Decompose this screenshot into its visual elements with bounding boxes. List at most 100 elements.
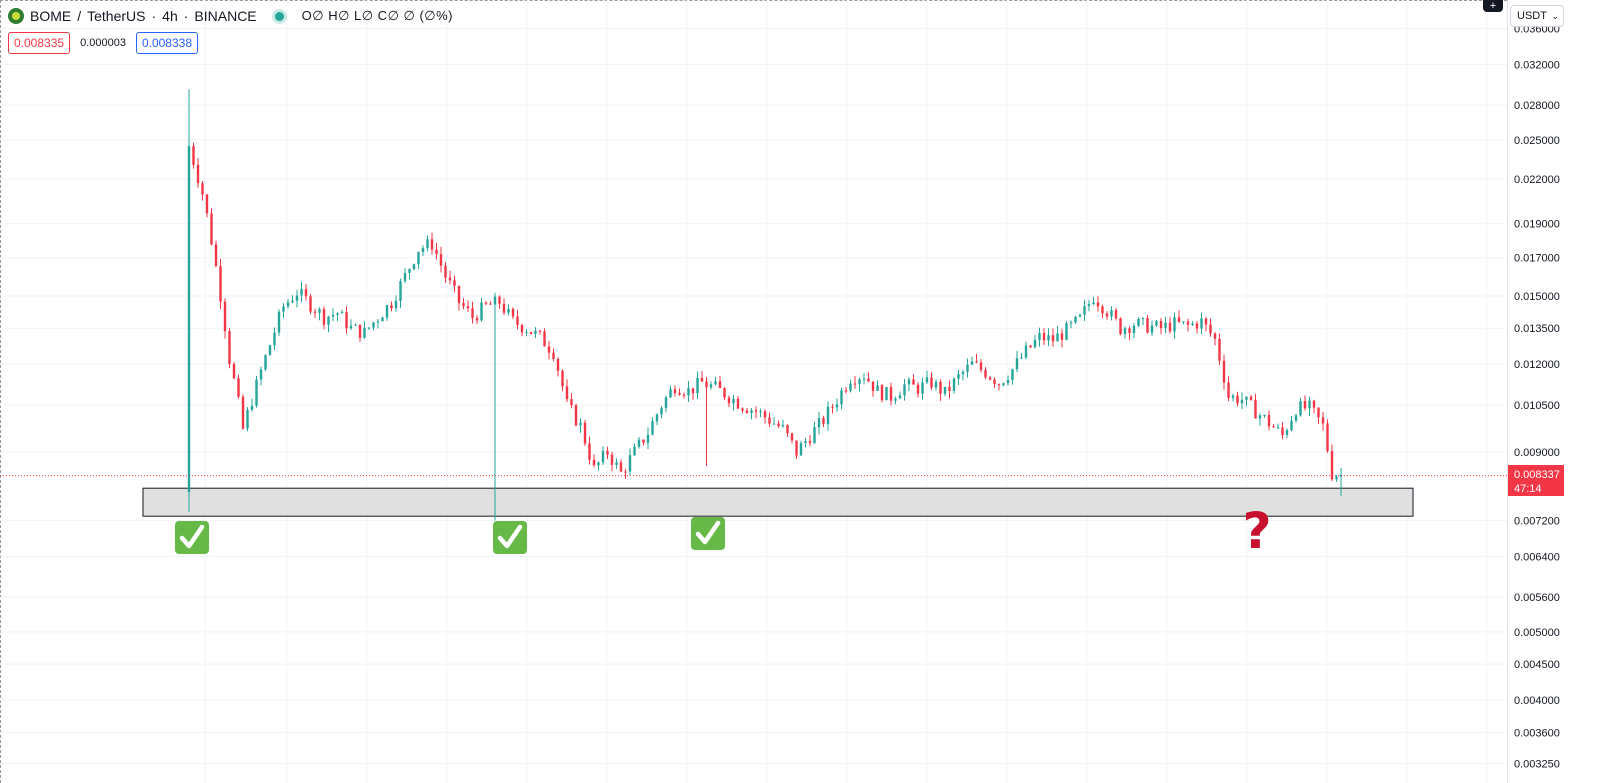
candle-body	[565, 386, 569, 400]
candle-body	[345, 311, 348, 329]
candle-body	[273, 332, 276, 346]
candle-body	[691, 388, 695, 394]
candle-body	[1038, 333, 1041, 341]
candle-body	[867, 378, 870, 382]
candle-body	[1087, 304, 1091, 307]
candle-body	[201, 183, 204, 195]
candle-body	[489, 303, 492, 305]
candle-body	[952, 378, 956, 391]
candle-body	[394, 300, 398, 309]
candle-body	[777, 423, 780, 427]
candle-body	[376, 321, 380, 323]
symbol-legend[interactable]: BOME / TetherUS · 4h · BINANCE O∅ H∅ L∅ …	[8, 6, 453, 26]
interval-label[interactable]: 4h	[162, 8, 178, 24]
candle-body	[853, 383, 857, 385]
price-tick-label: 0.013500	[1514, 323, 1560, 335]
candle-body	[646, 434, 650, 443]
candle-body	[291, 300, 294, 303]
candle-body	[1330, 451, 1334, 480]
candle-body	[1015, 358, 1019, 370]
candle-body	[732, 398, 735, 404]
candle-body	[561, 370, 564, 387]
candle-body	[921, 382, 924, 394]
candle-body	[930, 377, 933, 388]
candle-body	[651, 421, 654, 435]
candle-body	[1204, 318, 1208, 325]
support-zone-rectangle[interactable]	[142, 487, 1414, 517]
candle-body	[282, 306, 285, 312]
candle-body	[534, 330, 537, 334]
candle-body	[660, 407, 663, 415]
candle-body	[466, 306, 470, 309]
sell-price-button[interactable]: 0.008335	[8, 32, 71, 54]
candle-body	[574, 405, 578, 426]
candle-body	[669, 389, 672, 398]
candle-body	[763, 411, 767, 418]
candle-body	[1222, 360, 1226, 383]
price-tick-label: 0.025000	[1514, 135, 1560, 147]
candle-body	[714, 381, 717, 385]
candle-body	[426, 239, 429, 249]
candle-body	[610, 454, 614, 465]
candle-body	[628, 455, 632, 472]
candle-body	[925, 377, 929, 383]
question-mark-icon: ?	[1242, 502, 1271, 560]
candle-body	[619, 462, 623, 472]
candle-body	[961, 371, 965, 375]
candle-body	[579, 422, 582, 426]
candle-body	[912, 379, 915, 385]
candle-body	[471, 308, 474, 318]
buy-price-button[interactable]: 0.008338	[135, 32, 199, 54]
candle-body	[354, 324, 357, 326]
exchange-label[interactable]: BINANCE	[194, 8, 257, 24]
candle-body	[597, 462, 600, 466]
candle-body	[1312, 400, 1316, 408]
candle-body	[462, 303, 465, 307]
candle-body	[885, 387, 888, 401]
add-icon[interactable]: +	[1483, 0, 1503, 12]
candle-body	[745, 410, 749, 413]
candle-body	[223, 301, 227, 332]
candle-body	[673, 389, 677, 394]
bar-countdown: 47:14	[1514, 483, 1542, 495]
candle-body	[1011, 369, 1014, 380]
symbol-name[interactable]: BOME	[30, 8, 72, 24]
candle-body	[858, 379, 861, 385]
candle-body	[844, 390, 848, 392]
candle-body	[633, 446, 636, 456]
candle-body	[552, 352, 555, 360]
candle-body	[313, 311, 317, 313]
candle-body	[772, 423, 776, 425]
candle-body	[1321, 417, 1325, 424]
currency-select[interactable]: USDT ⌄	[1510, 5, 1564, 27]
candle-body	[984, 369, 987, 378]
candle-body	[1105, 313, 1109, 317]
candle-body	[1258, 415, 1262, 419]
candle-body	[214, 244, 218, 266]
candle-body	[1155, 321, 1158, 326]
candle-body	[993, 379, 996, 385]
candle-body	[556, 359, 560, 371]
quote-name[interactable]: TetherUS	[87, 8, 146, 24]
candle-body	[1092, 302, 1095, 305]
candle-body	[736, 398, 740, 409]
quote-row: 0.008335 0.000003 0.008338	[8, 32, 199, 54]
candle-body	[309, 296, 312, 312]
price-scale[interactable]: 0.0360000.0320000.0280000.0250000.022000…	[1514, 23, 1560, 770]
candle-body	[880, 385, 884, 401]
candle-body	[318, 309, 321, 313]
candle-body	[1272, 426, 1275, 428]
candle-body	[457, 285, 461, 304]
candle-body	[237, 378, 240, 397]
candle-body	[1294, 415, 1298, 421]
candle-body	[1074, 316, 1077, 323]
candle-body	[939, 381, 942, 394]
candle-body	[696, 377, 699, 394]
candle-body	[970, 361, 974, 365]
market-status-icon[interactable]	[274, 11, 284, 21]
candle-body	[583, 422, 587, 444]
candle-body	[250, 405, 254, 410]
candle-body	[840, 390, 843, 405]
